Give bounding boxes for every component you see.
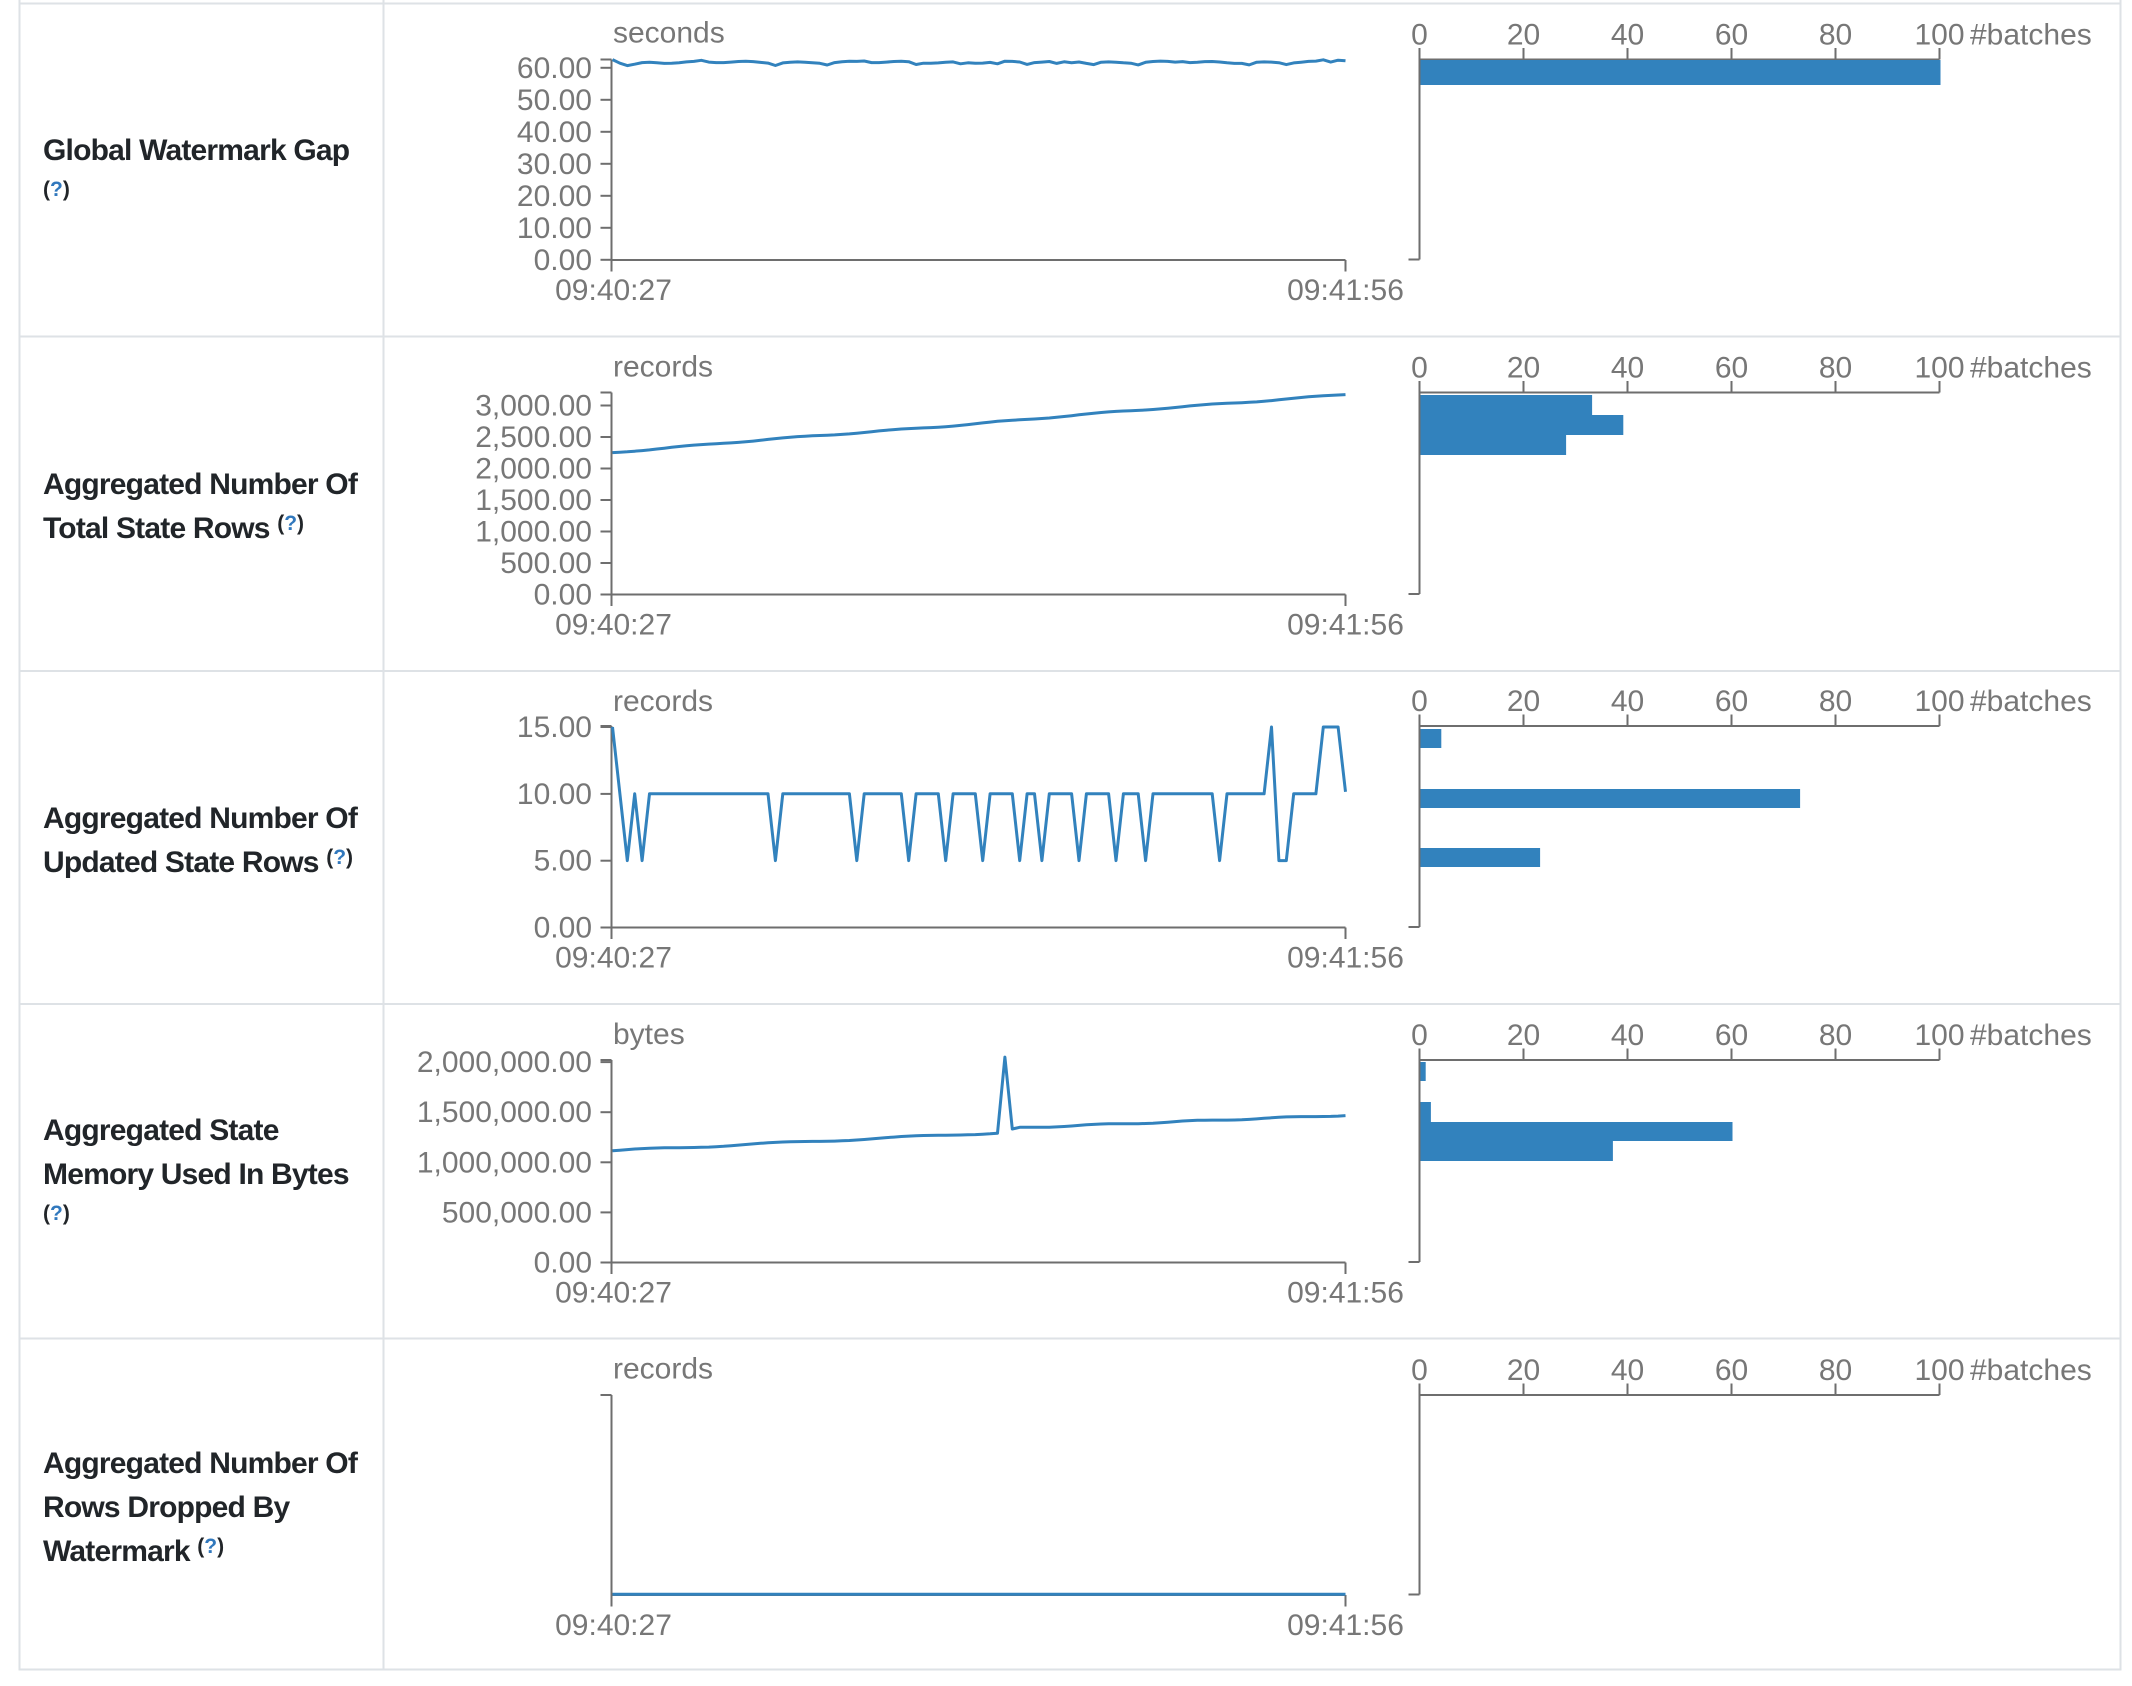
svg-text:09:40:27: 09:40:27 bbox=[555, 1609, 672, 1642]
svg-text:60: 60 bbox=[1715, 19, 1748, 52]
svg-text:09:41:56: 09:41:56 bbox=[1287, 1277, 1404, 1310]
svg-text:#batches: #batches bbox=[1970, 1019, 2092, 1052]
svg-text:0: 0 bbox=[1411, 1354, 1428, 1387]
svg-text:0.00: 0.00 bbox=[534, 912, 592, 945]
svg-text:0.00: 0.00 bbox=[534, 579, 592, 612]
svg-text:09:40:27: 09:40:27 bbox=[555, 1277, 672, 1310]
svg-text:80: 80 bbox=[1819, 19, 1852, 52]
svg-text:0: 0 bbox=[1411, 1019, 1428, 1052]
svg-text:bytes: bytes bbox=[613, 1018, 685, 1051]
svg-text:#batches: #batches bbox=[1970, 19, 2092, 52]
svg-text:60: 60 bbox=[1715, 352, 1748, 385]
svg-text:09:40:27: 09:40:27 bbox=[555, 609, 672, 642]
svg-text:50.00: 50.00 bbox=[517, 84, 592, 117]
svg-text:20: 20 bbox=[1507, 352, 1540, 385]
svg-text:1,500.00: 1,500.00 bbox=[475, 484, 592, 517]
svg-text:100: 100 bbox=[1914, 685, 1964, 718]
svg-text:0.00: 0.00 bbox=[534, 244, 592, 277]
svg-text:10.00: 10.00 bbox=[517, 778, 592, 811]
svg-text:20: 20 bbox=[1507, 1019, 1540, 1052]
svg-text:1,000.00: 1,000.00 bbox=[475, 516, 592, 549]
svg-text:09:41:56: 09:41:56 bbox=[1287, 1609, 1404, 1642]
svg-text:80: 80 bbox=[1819, 352, 1852, 385]
svg-text:records: records bbox=[613, 351, 713, 384]
svg-text:15.00: 15.00 bbox=[517, 711, 592, 744]
svg-text:30.00: 30.00 bbox=[517, 148, 592, 181]
svg-text:100: 100 bbox=[1914, 1354, 1964, 1387]
svg-text:80: 80 bbox=[1819, 685, 1852, 718]
svg-text:60: 60 bbox=[1715, 1354, 1748, 1387]
svg-text:40.00: 40.00 bbox=[517, 116, 592, 149]
svg-text:40: 40 bbox=[1611, 352, 1644, 385]
svg-text:09:40:27: 09:40:27 bbox=[555, 942, 672, 975]
svg-text:09:41:56: 09:41:56 bbox=[1287, 942, 1404, 975]
svg-text:09:41:56: 09:41:56 bbox=[1287, 609, 1404, 642]
svg-text:3,000.00: 3,000.00 bbox=[475, 390, 592, 423]
svg-text:records: records bbox=[613, 1353, 713, 1386]
svg-text:1,500,000.00: 1,500,000.00 bbox=[417, 1096, 592, 1129]
svg-text:#batches: #batches bbox=[1970, 1354, 2092, 1387]
svg-text:10.00: 10.00 bbox=[517, 212, 592, 245]
svg-text:80: 80 bbox=[1819, 1019, 1852, 1052]
svg-text:40: 40 bbox=[1611, 19, 1644, 52]
svg-text:40: 40 bbox=[1611, 1019, 1644, 1052]
svg-text:#batches: #batches bbox=[1970, 685, 2092, 718]
svg-text:60: 60 bbox=[1715, 685, 1748, 718]
svg-text:0: 0 bbox=[1411, 685, 1428, 718]
svg-text:2,000.00: 2,000.00 bbox=[475, 453, 592, 486]
svg-text:60.00: 60.00 bbox=[517, 52, 592, 85]
svg-text:0: 0 bbox=[1411, 19, 1428, 52]
svg-text:seconds: seconds bbox=[613, 17, 725, 50]
svg-text:1,000,000.00: 1,000,000.00 bbox=[417, 1146, 592, 1179]
svg-text:20: 20 bbox=[1507, 685, 1540, 718]
svg-text:09:41:56: 09:41:56 bbox=[1287, 274, 1404, 307]
svg-text:20: 20 bbox=[1507, 19, 1540, 52]
svg-text:#batches: #batches bbox=[1970, 352, 2092, 385]
svg-text:20.00: 20.00 bbox=[517, 180, 592, 213]
svg-text:09:40:27: 09:40:27 bbox=[555, 274, 672, 307]
svg-text:100: 100 bbox=[1914, 19, 1964, 52]
svg-text:500,000.00: 500,000.00 bbox=[442, 1196, 592, 1229]
svg-text:2,500.00: 2,500.00 bbox=[475, 421, 592, 454]
svg-text:records: records bbox=[613, 685, 713, 718]
svg-text:40: 40 bbox=[1611, 685, 1644, 718]
svg-text:100: 100 bbox=[1914, 352, 1964, 385]
svg-text:0.00: 0.00 bbox=[534, 1247, 592, 1280]
svg-text:40: 40 bbox=[1611, 1354, 1644, 1387]
svg-text:20: 20 bbox=[1507, 1354, 1540, 1387]
svg-text:2,000,000.00: 2,000,000.00 bbox=[417, 1046, 592, 1079]
svg-text:60: 60 bbox=[1715, 1019, 1748, 1052]
svg-text:100: 100 bbox=[1914, 1019, 1964, 1052]
svg-text:500.00: 500.00 bbox=[500, 547, 592, 580]
svg-text:80: 80 bbox=[1819, 1354, 1852, 1387]
svg-text:0: 0 bbox=[1411, 352, 1428, 385]
svg-text:5.00: 5.00 bbox=[534, 845, 592, 878]
